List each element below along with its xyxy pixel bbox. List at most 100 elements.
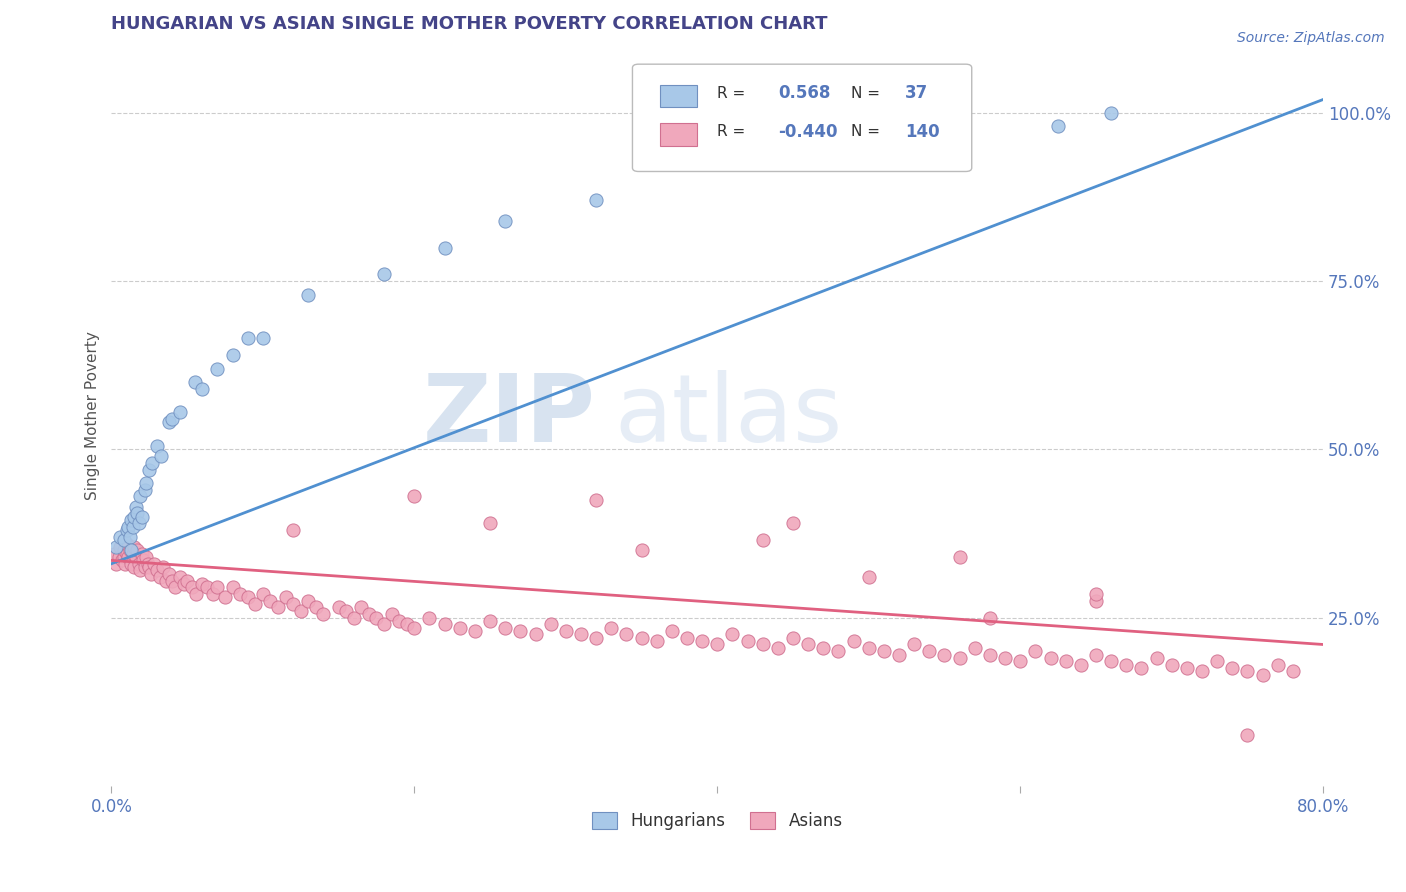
Point (252, 587, 274, 601)
Point (108, 549, 131, 564)
Point (120, 543, 142, 558)
Point (122, 540, 145, 554)
Point (259, 593, 281, 607)
Point (1070, 657, 1092, 672)
Point (112, 549, 135, 564)
Point (569, 627, 592, 641)
Point (1236, 665, 1258, 679)
Point (479, 614, 502, 628)
Point (1084, 587, 1107, 601)
Point (150, 449, 173, 463)
Point (183, 375, 205, 389)
FancyBboxPatch shape (661, 123, 697, 145)
Point (163, 580, 186, 594)
Point (1175, 661, 1198, 675)
Point (155, 574, 177, 588)
Point (104, 540, 127, 554)
Point (813, 640, 835, 655)
Point (616, 627, 638, 641)
Point (139, 566, 162, 581)
Point (252, 331, 274, 345)
Point (127, 543, 149, 558)
Point (229, 587, 252, 601)
Point (111, 553, 134, 567)
Point (418, 610, 440, 624)
Point (1146, 651, 1168, 665)
Legend: Hungarians, Asians: Hungarians, Asians (585, 805, 849, 837)
Point (494, 621, 516, 635)
Point (120, 513, 142, 527)
Point (115, 547, 138, 561)
Text: N =: N = (851, 124, 880, 139)
Point (104, 557, 127, 571)
Point (112, 543, 135, 558)
Point (433, 617, 456, 632)
Point (214, 591, 236, 605)
Point (404, 490, 426, 504)
Point (132, 553, 155, 567)
Point (797, 638, 820, 652)
Point (630, 543, 652, 558)
Point (146, 564, 169, 578)
Point (122, 509, 145, 524)
Point (186, 587, 208, 601)
Point (366, 610, 388, 624)
Point (335, 604, 357, 618)
Point (782, 516, 804, 531)
Point (827, 644, 849, 658)
Point (129, 564, 152, 578)
Point (131, 509, 153, 524)
Point (1267, 657, 1289, 672)
Point (449, 621, 471, 635)
Point (305, 600, 328, 615)
Point (117, 549, 139, 564)
Point (540, 617, 562, 632)
Point (766, 640, 789, 655)
Point (887, 648, 910, 662)
Point (245, 597, 267, 611)
Point (297, 593, 319, 607)
Point (122, 560, 145, 574)
Point (328, 600, 350, 615)
Text: -0.440: -0.440 (778, 122, 838, 141)
Point (290, 604, 312, 618)
Point (121, 520, 143, 534)
Point (127, 506, 149, 520)
Point (381, 607, 404, 622)
Point (524, 627, 547, 641)
Point (373, 268, 395, 282)
Point (1054, 654, 1077, 668)
Point (267, 600, 290, 615)
Point (160, 574, 183, 588)
Point (134, 560, 156, 574)
Point (782, 631, 804, 645)
Point (135, 475, 157, 490)
Point (146, 439, 169, 453)
Point (274, 591, 297, 605)
FancyBboxPatch shape (633, 64, 972, 171)
Point (1099, 106, 1122, 120)
Point (1024, 644, 1046, 658)
Point (118, 543, 141, 558)
Point (221, 580, 243, 594)
Text: Source: ZipAtlas.com: Source: ZipAtlas.com (1237, 31, 1385, 45)
Point (138, 462, 160, 476)
Point (195, 580, 218, 594)
Point (157, 566, 180, 581)
Point (1282, 665, 1305, 679)
Point (138, 560, 160, 574)
Point (1084, 593, 1107, 607)
Point (433, 240, 456, 254)
Point (149, 570, 172, 584)
Point (690, 634, 713, 648)
Point (1115, 657, 1137, 672)
Point (134, 483, 156, 497)
Point (494, 213, 516, 227)
Text: R =: R = (717, 124, 745, 139)
Point (152, 560, 174, 574)
Point (207, 580, 229, 594)
Point (114, 557, 136, 571)
Point (343, 610, 366, 624)
Point (1010, 654, 1032, 668)
Text: R =: R = (717, 86, 745, 101)
